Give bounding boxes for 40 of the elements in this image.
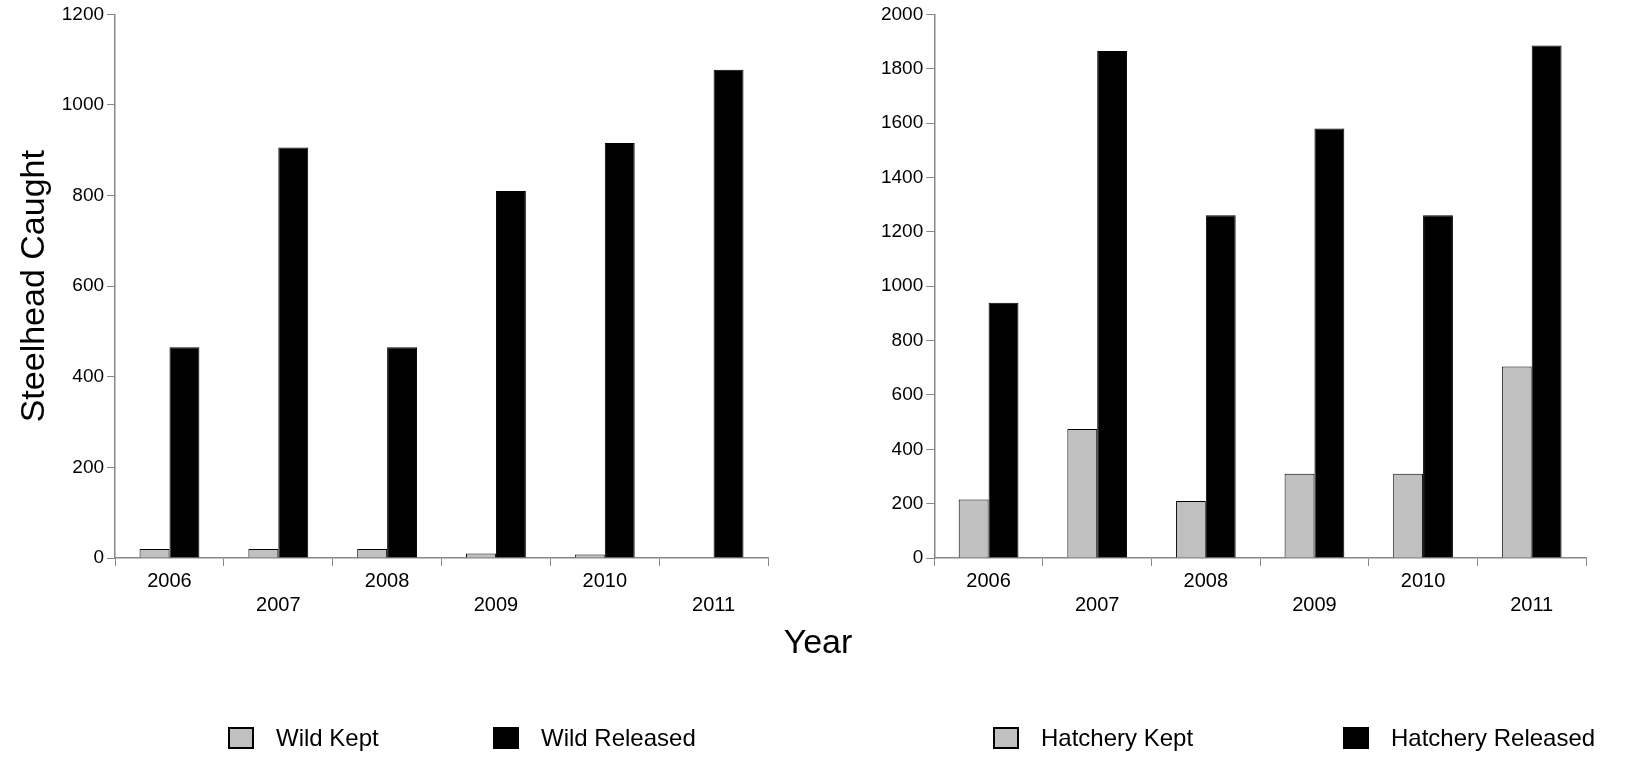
x-tick-label: 2009	[1292, 592, 1337, 615]
y-tick-label: 200	[891, 491, 924, 513]
x-axis-title: Year	[782, 622, 854, 661]
y-tick-label: 1000	[880, 274, 924, 296]
y-tick-label: 1600	[880, 111, 924, 133]
x-tick-label: 2006	[966, 568, 1011, 591]
legend-label: Wild Released	[541, 724, 696, 752]
y-tick-label: 1000	[61, 93, 105, 115]
bar	[713, 69, 744, 558]
bar	[1531, 45, 1562, 558]
y-tick-label: 0	[93, 546, 105, 568]
y-tick-label: 1400	[880, 165, 924, 187]
y-tick-label: 0	[912, 546, 924, 568]
legend-label: Wild Kept	[276, 724, 379, 752]
x-tick-label: 2007	[256, 592, 301, 615]
y-tick-label: 400	[891, 437, 924, 459]
y-tick-label: 800	[891, 328, 924, 350]
x-tick-label: 2008	[1183, 568, 1229, 591]
x-tick-label: 2007	[1074, 592, 1120, 615]
y-tick-label: 200	[72, 455, 105, 477]
y-tick-label: 600	[72, 274, 105, 296]
x-tick-label: 2011	[692, 592, 736, 615]
x-tick-label: 2010	[1400, 568, 1446, 591]
y-tick-label: 800	[72, 183, 105, 205]
y-tick-label: 1200	[880, 220, 924, 242]
x-tick-label: 2008	[364, 568, 410, 591]
x-tick-label: 2009	[473, 592, 519, 615]
legend-label: Hatchery Released	[1391, 724, 1596, 752]
x-tick-label: 2010	[582, 568, 628, 591]
y-tick-label: 400	[72, 365, 105, 387]
x-tick-label: 2006	[147, 568, 192, 591]
y-tick-label: 1200	[61, 2, 105, 24]
y-axis-title: Steelhead Caught	[12, 149, 51, 423]
bar	[604, 143, 635, 558]
y-tick-label: 1800	[880, 56, 924, 78]
y-tick-label: 2000	[880, 2, 924, 24]
y-tick-label: 600	[891, 383, 924, 405]
bar	[495, 191, 526, 558]
legend-label: Hatchery Kept	[1041, 724, 1194, 752]
x-tick-label: 2011	[1510, 592, 1554, 615]
